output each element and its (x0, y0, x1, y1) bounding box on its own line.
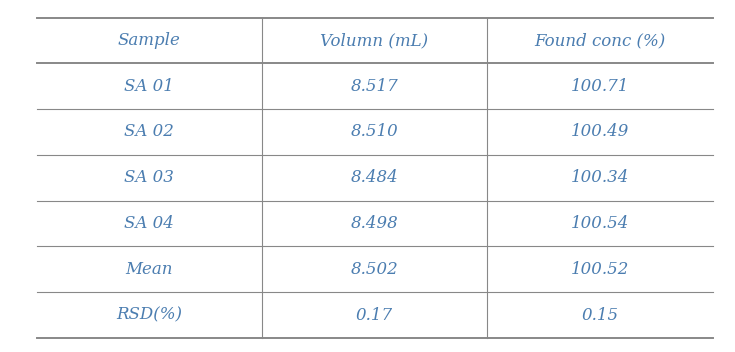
Text: Mean: Mean (126, 261, 173, 278)
Text: 0.17: 0.17 (356, 307, 393, 323)
Text: SA 02: SA 02 (124, 124, 174, 140)
Text: 8.517: 8.517 (351, 78, 398, 95)
Text: Found conc (%): Found conc (%) (534, 32, 666, 49)
Text: 100.54: 100.54 (571, 215, 629, 232)
Text: SA 03: SA 03 (124, 169, 174, 186)
Text: 8.510: 8.510 (351, 124, 398, 140)
Text: Sample: Sample (118, 32, 181, 49)
Text: 100.71: 100.71 (571, 78, 629, 95)
Text: 100.34: 100.34 (571, 169, 629, 186)
Text: 100.52: 100.52 (571, 261, 629, 278)
Text: 0.15: 0.15 (581, 307, 619, 323)
Text: 8.498: 8.498 (351, 215, 398, 232)
Text: 100.49: 100.49 (571, 124, 629, 140)
Text: SA 04: SA 04 (124, 215, 174, 232)
Text: 8.484: 8.484 (351, 169, 398, 186)
Text: Volumn (mL): Volumn (mL) (320, 32, 429, 49)
Text: 8.502: 8.502 (351, 261, 398, 278)
Text: RSD(%): RSD(%) (116, 307, 182, 323)
Text: SA 01: SA 01 (124, 78, 174, 95)
